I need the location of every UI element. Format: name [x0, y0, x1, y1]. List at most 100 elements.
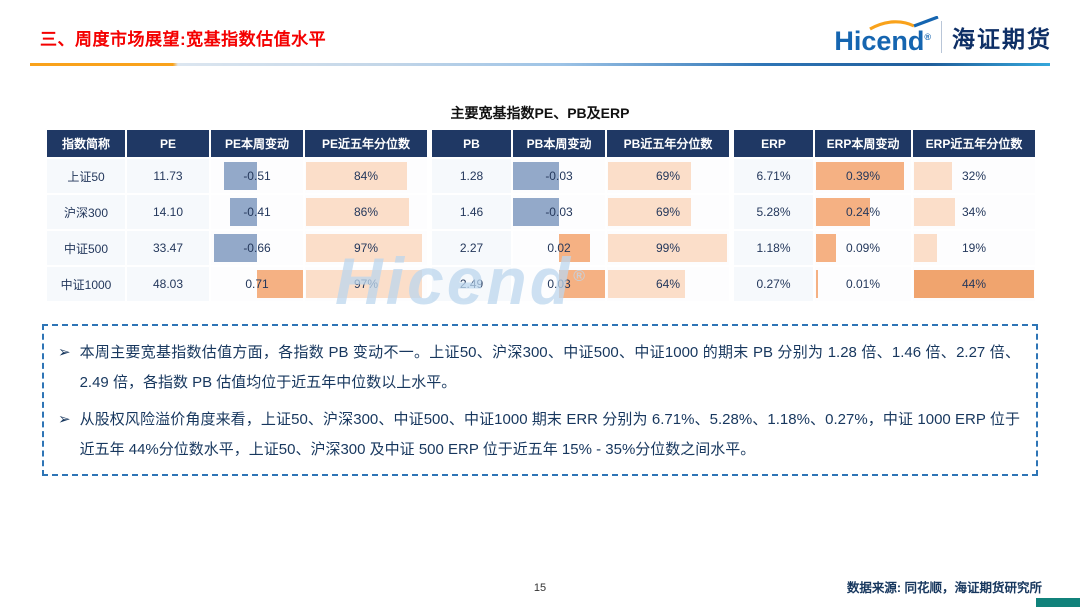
erp-percentile-cell: 32%	[913, 159, 1035, 193]
table-row: 沪深300 14.10 -0.41 86% 1.46 -0.03 69% 5.28% 0.24%…	[47, 195, 1035, 229]
erp-change-text: 0.24%	[845, 205, 881, 219]
summary-box: ➢ 本周主要宽基指数估值方面，各指数 PB 变动不一。上证50、沪深300、中证…	[42, 324, 1038, 476]
pe-percentile-text: 86%	[353, 205, 379, 219]
logo-wordmark: Hicend®	[834, 15, 939, 56]
summary-text-1: 本周主要宽基指数估值方面，各指数 PB 变动不一。上证50、沪深300、中证50…	[79, 344, 1020, 391]
index-name-cell: 沪深300	[47, 195, 125, 229]
data-source-note: 数据来源: 同花顺，海证期货研究所	[846, 581, 1042, 595]
table-row: 上证50 11.73 -0.51 84% 1.28 -0.03 69% 6.71% 0.39% 3…	[47, 159, 1035, 193]
pe-value-cell: 11.73	[127, 159, 209, 193]
erp-percentile-cell: 34%	[913, 195, 1035, 229]
arrow-bullet-icon: ➢	[58, 344, 71, 361]
pb-percentile-text: 69%	[655, 205, 681, 219]
pb-percentile-cell: 69%	[607, 195, 729, 229]
erp-change-text: 0.39%	[845, 169, 881, 183]
col-header-pb-percentile: PB近五年分位数	[607, 130, 729, 157]
erp-value-cell: 5.28%	[731, 195, 813, 229]
col-header-pe: PE	[127, 130, 209, 157]
pb-change-cell: -0.03	[513, 159, 605, 193]
col-header-erp-change: ERP本周变动	[815, 130, 911, 157]
pe-change-cell: -0.51	[211, 159, 303, 193]
pb-change-text: -0.03	[545, 169, 573, 183]
pe-change-text: -0.41	[243, 205, 271, 219]
col-header-erp: ERP	[731, 130, 813, 157]
logo-separator	[941, 21, 942, 53]
erp-percentile-cell: 19%	[913, 231, 1035, 265]
col-header-pb-change: PB本周变动	[513, 130, 605, 157]
pe-value-cell: 14.10	[127, 195, 209, 229]
erp-change-cell: 0.39%	[815, 159, 911, 193]
erp-value-cell: 0.27%	[731, 267, 813, 301]
erp-percentile-text: 44%	[961, 277, 987, 291]
valuation-table: 指数简称 PE PE本周变动 PE近五年分位数 PB PB本周变动 PB近五年分…	[45, 128, 1037, 303]
pb-value-cell: 1.28	[429, 159, 511, 193]
slide-header: 三、周度市场展望:宽基指数估值水平 Hicend® 海证期货	[40, 12, 1052, 62]
pb-value-cell: 2.49	[429, 267, 511, 301]
pb-percentile-text: 99%	[655, 241, 681, 255]
pe-change-cell: 0.71	[211, 267, 303, 301]
pe-percentile-text: 97%	[353, 241, 379, 255]
table-row: 中证500 33.47 -0.66 97% 2.27 0.02 99% 1.18% 0.09% 1…	[47, 231, 1035, 265]
col-header-pb: PB	[429, 130, 511, 157]
col-header-erp-percentile: ERP近五年分位数	[913, 130, 1035, 157]
erp-value-cell: 6.71%	[731, 159, 813, 193]
logo-registered-mark: ®	[924, 31, 931, 42]
company-logo: Hicend® 海证期货	[834, 15, 1052, 56]
erp-change-cell: 0.09%	[815, 231, 911, 265]
summary-text-2: 从股权风险溢价角度来看，上证50、沪深300、中证500、中证1000 期末 E…	[79, 411, 1020, 458]
logo-swoosh-icon	[869, 15, 939, 30]
valuation-table-wrap: 指数简称 PE PE本周变动 PE近五年分位数 PB PB本周变动 PB近五年分…	[45, 128, 1035, 303]
summary-bullet-2: ➢ 从股权风险溢价角度来看，上证50、沪深300、中证500、中证1000 期末…	[58, 405, 1020, 465]
pb-change-cell: -0.03	[513, 195, 605, 229]
summary-bullet-1: ➢ 本周主要宽基指数估值方面，各指数 PB 变动不一。上证50、沪深300、中证…	[58, 338, 1020, 398]
erp-percentile-text: 34%	[961, 205, 987, 219]
pb-change-text: -0.03	[545, 205, 573, 219]
erp-change-text: 0.09%	[845, 241, 881, 255]
pe-percentile-cell: 97%	[305, 267, 427, 301]
pb-percentile-text: 69%	[655, 169, 681, 183]
erp-change-cell: 0.01%	[815, 267, 911, 301]
table-header-row: 指数简称 PE PE本周变动 PE近五年分位数 PB PB本周变动 PB近五年分…	[47, 130, 1035, 157]
erp-percentile-text: 19%	[961, 241, 987, 255]
pe-percentile-text: 84%	[353, 169, 379, 183]
pe-change-text: 0.71	[245, 277, 269, 291]
pe-percentile-text: 97%	[353, 277, 379, 291]
pe-change-text: -0.66	[243, 241, 271, 255]
col-header-index-name: 指数简称	[47, 130, 125, 157]
corner-accent	[1036, 598, 1080, 607]
pe-value-cell: 33.47	[127, 231, 209, 265]
pb-percentile-cell: 64%	[607, 267, 729, 301]
slide-title: 三、周度市场展望:宽基指数估值水平	[40, 29, 327, 49]
table-body: 上证50 11.73 -0.51 84% 1.28 -0.03 69% 6.71% 0.39% 3…	[47, 159, 1035, 301]
pe-change-text: -0.51	[243, 169, 271, 183]
col-header-pe-percentile: PE近五年分位数	[305, 130, 427, 157]
pb-value-cell: 1.46	[429, 195, 511, 229]
col-header-pe-change: PE本周变动	[211, 130, 303, 157]
pb-change-text: 0.02	[547, 241, 571, 255]
pb-percentile-text: 64%	[655, 277, 681, 291]
erp-value-cell: 1.18%	[731, 231, 813, 265]
erp-percentile-text: 32%	[961, 169, 987, 183]
pe-percentile-cell: 97%	[305, 231, 427, 265]
pe-change-cell: -0.66	[211, 231, 303, 265]
erp-change-text: 0.01%	[845, 277, 881, 291]
index-name-cell: 中证500	[47, 231, 125, 265]
arrow-bullet-icon: ➢	[58, 411, 71, 428]
logo-latin-text: Hicend	[834, 25, 925, 56]
pe-change-cell: -0.41	[211, 195, 303, 229]
pb-value-cell: 2.27	[429, 231, 511, 265]
index-name-cell: 上证50	[47, 159, 125, 193]
pe-percentile-cell: 86%	[305, 195, 427, 229]
pb-percentile-cell: 99%	[607, 231, 729, 265]
index-name-cell: 中证1000	[47, 267, 125, 301]
erp-change-cell: 0.24%	[815, 195, 911, 229]
table-title: 主要宽基指数PE、PB及ERP	[450, 105, 630, 121]
erp-percentile-cell: 44%	[913, 267, 1035, 301]
pb-percentile-cell: 69%	[607, 159, 729, 193]
pe-percentile-cell: 84%	[305, 159, 427, 193]
pb-change-text: 0.03	[547, 277, 571, 291]
pb-change-cell: 0.02	[513, 231, 605, 265]
page-number: 15	[533, 582, 547, 594]
header-divider	[30, 63, 1050, 66]
